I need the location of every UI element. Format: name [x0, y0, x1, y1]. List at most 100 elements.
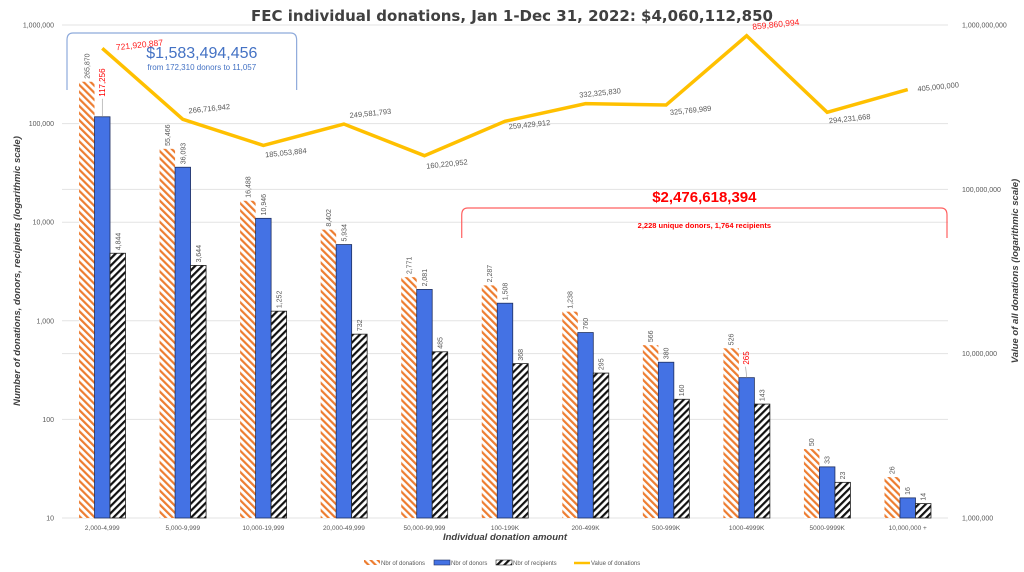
bar-data-label: 265 [742, 351, 751, 365]
bar-nbr-of-donors [819, 467, 835, 518]
y-tick-label: 100,000 [29, 121, 54, 128]
y2-axis-ticks: 1,000,000 10,000,000 100,000,000 1,000,000,… [962, 23, 1007, 523]
chart-title: FEC individual donations, Jan 1-Dec 31, … [251, 7, 773, 25]
bar-data-label: 526 [729, 334, 736, 346]
y-tick-label: 1,000 [36, 318, 54, 325]
category-label: 10,000,000 + [889, 525, 927, 532]
category-label: 200-499K [571, 525, 600, 532]
y2-tick-label: 10,000,000 [962, 351, 997, 358]
category-label: 20,000-49,999 [323, 525, 365, 532]
y2-tick-label: 100,000,000 [962, 187, 1001, 194]
bar-data-label: 14 [921, 493, 928, 501]
bar-data-label: 10,946 [261, 194, 268, 216]
bar-nbr-of-donations [321, 230, 337, 518]
bar-data-label: 117,256 [98, 68, 107, 97]
bar-data-label: 760 [583, 318, 590, 330]
bar-nbr-of-donations [482, 285, 498, 518]
bar-data-label: 36,093 [180, 143, 187, 165]
legend-item: Nbr of recipients [496, 560, 557, 567]
bar-nbr-of-donations [79, 82, 95, 518]
bar-data-label: 1,238 [568, 291, 575, 309]
bar-data-label: 143 [760, 389, 767, 401]
bar-nbr-of-recipients [271, 311, 287, 518]
bar-nbr-of-recipients [674, 399, 690, 518]
legend-item: Nbr of donations [364, 560, 425, 567]
bracket-high-subtitle: 2,228 unique donors, 1,764 recipients [638, 221, 771, 230]
bracket-low-total: $1,583,494,456 [146, 45, 257, 62]
category-labels: 2,000-4,9995,000-9,99910,000-19,99920,00… [85, 525, 927, 532]
bar-data-label: 50 [809, 438, 816, 446]
bar-nbr-of-recipients [110, 253, 126, 518]
bar-data-label: 23 [840, 471, 847, 479]
y-axis-title: Number of donations, donors, recipients … [12, 136, 23, 406]
bar-nbr-of-donations [804, 449, 820, 518]
category-label: 5000-9999K [809, 525, 845, 532]
legend: Nbr of donations Nbr of donors Nbr of reci… [364, 560, 640, 567]
y-tick-label: 10,000 [33, 220, 55, 227]
bar-data-label: 55,466 [165, 124, 172, 146]
line-data-label: 405,000,000 [917, 80, 959, 93]
bar-data-label: 732 [357, 319, 364, 331]
legend-label: Nbr of donors [451, 561, 487, 567]
bar-data-label: 3,644 [196, 245, 203, 263]
legend-swatch [496, 560, 512, 565]
value-line: 721,920,887266,716,942185,053,884249,581… [102, 17, 959, 171]
y2-tick-label: 1,000,000,000 [962, 23, 1007, 30]
bar-data-label: 2,771 [406, 257, 413, 275]
bar-nbr-of-donors [256, 218, 272, 518]
bar-nbr-of-donations [643, 345, 659, 518]
y2-tick-label: 1,000,000 [962, 516, 993, 523]
legend-item: Nbr of donors [434, 560, 487, 567]
bar-data-label: 8,402 [326, 209, 333, 227]
category-label: 10,000-19,999 [242, 525, 284, 532]
legend-label: Nbr of donations [381, 561, 425, 567]
annotations: $1,583,494,456 from 172,310 donors to 11… [67, 33, 947, 238]
bar-nbr-of-recipients [432, 352, 448, 518]
legend-swatch [434, 560, 450, 565]
bar-data-label: 26 [890, 466, 897, 474]
bar-data-label: 485 [437, 337, 444, 349]
bar-nbr-of-donations [562, 312, 578, 518]
category-label: 500-999K [652, 525, 681, 532]
bar-nbr-of-donations [401, 277, 417, 518]
category-label: 1000-4999K [729, 525, 765, 532]
bracket-high-total: $2,476,618,394 [652, 189, 757, 206]
bar-nbr-of-donors [175, 167, 191, 518]
y-axis-ticks: 101001,00010,000100,0001,000,000 [23, 23, 54, 523]
bar-nbr-of-donations [160, 149, 176, 518]
bar-data-label: 16 [905, 487, 912, 495]
bracket-low-subtitle: from 172,310 donors to 11,057 [147, 63, 256, 72]
bar-data-label: 33 [825, 456, 832, 464]
line-data-label: 332,325,830 [579, 86, 621, 99]
bar-nbr-of-donors [497, 303, 513, 518]
bar-nbr-of-recipients [191, 265, 207, 518]
bar-nbr-of-recipients [835, 482, 851, 518]
bar-nbr-of-donations [884, 477, 900, 518]
bar-nbr-of-donors [578, 333, 594, 518]
legend-label: Value of donations [591, 561, 640, 567]
bar-nbr-of-recipients [513, 364, 529, 518]
y-tick-label: 10 [46, 516, 54, 523]
bar-nbr-of-donors [900, 498, 916, 518]
bar-data-label: 566 [648, 330, 655, 342]
bar-nbr-of-recipients [754, 404, 770, 518]
bar-nbr-of-donors [658, 362, 674, 518]
bar-nbr-of-donors [417, 289, 433, 518]
legend-swatch [364, 560, 380, 565]
bar-data-label: 1,252 [276, 291, 283, 309]
line-data-label: 325,769,989 [669, 104, 711, 117]
chart: FEC individual donations, Jan 1-Dec 31, … [0, 0, 1024, 572]
bar-nbr-of-recipients [352, 334, 368, 518]
y2-axis-title: Value of all donations (logarithmic scal… [1010, 179, 1021, 363]
category-label: 50,000-99,999 [403, 525, 445, 532]
bar-data-label: 2,081 [422, 269, 429, 287]
bar-nbr-of-donations [723, 348, 739, 518]
bar-nbr-of-recipients [915, 504, 931, 518]
bar-data-label: 16,488 [245, 176, 252, 198]
leader-line [746, 367, 747, 378]
bar-nbr-of-recipients [593, 373, 609, 518]
bar-data-label: 368 [518, 349, 525, 361]
legend-label: Nbr of recipients [513, 561, 557, 567]
category-label: 5,000-9,999 [165, 525, 200, 532]
x-axis-title: Individual donation amount [443, 532, 568, 543]
